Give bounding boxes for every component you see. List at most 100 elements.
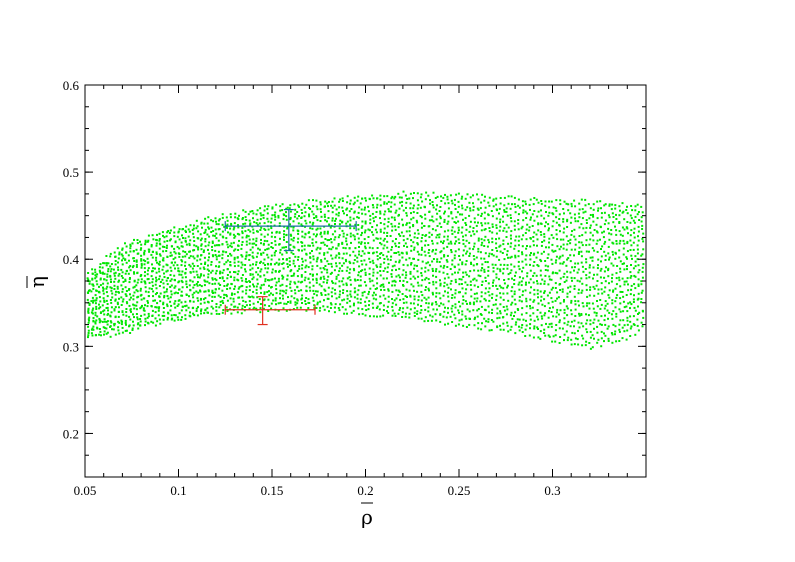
- scatter-point: [457, 263, 460, 266]
- scatter-point: [341, 220, 344, 223]
- scatter-point: [334, 282, 337, 285]
- scatter-point: [569, 238, 572, 241]
- scatter-point: [488, 294, 491, 297]
- scatter-point: [167, 230, 170, 232]
- scatter-point: [238, 303, 241, 306]
- scatter-point: [109, 314, 112, 317]
- scatter-point: [533, 327, 536, 330]
- scatter-point: [469, 301, 472, 304]
- scatter-point: [94, 268, 97, 271]
- scatter-point: [550, 297, 553, 300]
- scatter-point: [428, 255, 431, 258]
- scatter-point: [238, 214, 240, 217]
- scatter-point: [557, 296, 560, 299]
- scatter-point: [491, 241, 494, 244]
- scatter-point: [391, 309, 394, 312]
- scatter-point: [349, 279, 352, 282]
- scatter-point: [241, 279, 244, 282]
- scatter-point: [421, 234, 424, 236]
- scatter-point: [626, 240, 629, 243]
- scatter-point: [626, 310, 629, 313]
- scatter-point: [567, 320, 570, 323]
- scatter-point: [404, 295, 407, 298]
- scatter-point: [629, 214, 632, 217]
- scatter-point: [436, 234, 439, 236]
- scatter-point: [334, 303, 337, 306]
- scatter-point: [217, 282, 220, 285]
- scatter-point: [395, 238, 397, 240]
- scatter-point: [247, 295, 250, 298]
- scatter-point: [440, 250, 443, 253]
- scatter-point: [232, 241, 235, 244]
- scatter-point: [536, 244, 538, 247]
- scatter-point: [543, 298, 546, 301]
- scatter-point: [640, 216, 643, 219]
- scatter-point: [386, 258, 389, 261]
- scatter-point: [364, 271, 367, 274]
- scatter-point: [449, 315, 452, 318]
- scatter-point: [232, 233, 235, 236]
- scatter-point: [369, 280, 372, 283]
- scatter-point: [319, 233, 322, 236]
- scatter-point: [173, 274, 176, 277]
- scatter-point: [600, 248, 602, 250]
- scatter-point: [468, 230, 471, 233]
- scatter-point: [116, 285, 119, 288]
- scatter-point: [308, 215, 311, 218]
- scatter-point: [629, 301, 632, 304]
- scatter-point: [330, 254, 333, 257]
- scatter-point: [574, 262, 577, 265]
- scatter-point: [241, 290, 244, 293]
- scatter-point: [113, 323, 116, 325]
- scatter-point: [525, 324, 528, 327]
- scatter-point: [533, 325, 536, 328]
- scatter-point: [520, 326, 523, 329]
- scatter-point: [563, 212, 565, 215]
- scatter-point: [174, 256, 177, 259]
- scatter-point: [233, 236, 236, 239]
- scatter-point: [548, 335, 551, 338]
- scatter-point: [592, 239, 595, 242]
- scatter-point: [585, 219, 588, 222]
- scatter-point: [151, 278, 154, 281]
- scatter-point: [518, 288, 521, 291]
- scatter-point: [121, 310, 124, 313]
- scatter-point: [477, 237, 480, 240]
- scatter-point: [406, 237, 409, 240]
- scatter-point: [588, 342, 591, 344]
- scatter-point: [99, 300, 102, 303]
- scatter-point: [135, 260, 138, 263]
- scatter-point: [584, 268, 587, 270]
- scatter-point: [121, 326, 124, 329]
- scatter-point: [614, 325, 617, 328]
- scatter-point: [543, 239, 546, 242]
- scatter-point: [417, 275, 420, 278]
- scatter-point: [132, 324, 135, 327]
- scatter-point: [522, 211, 525, 214]
- scatter-point: [461, 207, 464, 210]
- scatter-point: [520, 313, 523, 316]
- scatter-point: [300, 275, 303, 278]
- scatter-point: [87, 334, 90, 337]
- scatter-point: [178, 312, 181, 315]
- scatter-point: [124, 242, 126, 245]
- scatter-point: [544, 269, 547, 271]
- scatter-point: [330, 248, 333, 251]
- scatter-point: [483, 297, 486, 300]
- scatter-point: [266, 233, 269, 236]
- scatter-point: [288, 264, 291, 267]
- scatter-point: [563, 227, 566, 230]
- scatter-point: [178, 247, 181, 250]
- scatter-point: [147, 234, 150, 237]
- scatter-point: [128, 259, 130, 262]
- scatter-point: [588, 307, 591, 310]
- scatter-point: [524, 328, 527, 331]
- scatter-point: [223, 225, 226, 228]
- scatter-point: [109, 278, 112, 281]
- scatter-point: [524, 289, 527, 292]
- scatter-point: [273, 251, 276, 254]
- scatter-point: [375, 211, 378, 213]
- scatter-point: [548, 307, 551, 310]
- scatter-point: [274, 284, 277, 287]
- scatter-point: [412, 211, 415, 214]
